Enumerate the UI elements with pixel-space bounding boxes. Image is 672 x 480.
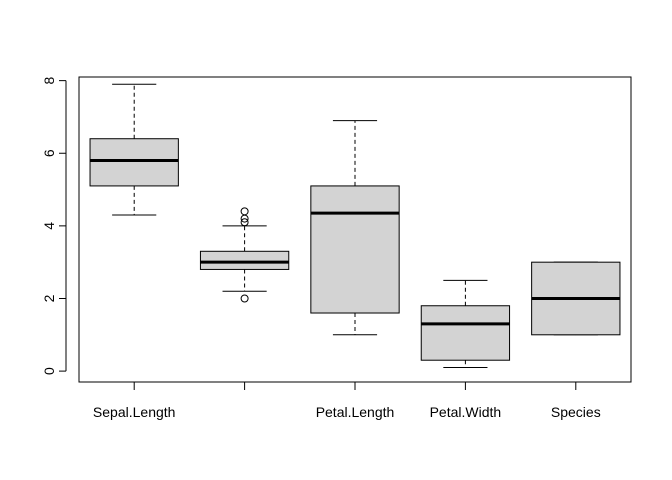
x-tick-label: Species	[551, 404, 601, 420]
y-tick-label: 0	[41, 367, 57, 375]
box-body	[420, 305, 511, 361]
boxes	[89, 83, 621, 368]
outlier-point	[240, 294, 249, 303]
y-axis: 0 2 4 6 8	[41, 77, 67, 375]
box-body	[310, 185, 400, 314]
y-tick-label: 2	[41, 294, 57, 302]
box-1	[89, 83, 179, 216]
box-body	[89, 138, 179, 187]
y-tick-label: 4	[41, 222, 57, 230]
x-tick-label: Petal.Length	[316, 404, 395, 420]
outlier-point	[240, 218, 249, 227]
x-tick-label: Sepal.Length	[93, 404, 176, 420]
outlier-point	[240, 207, 249, 216]
box-body	[199, 250, 290, 270]
box-2	[199, 207, 290, 303]
box-5	[531, 261, 621, 336]
x-tick-label: Petal.Width	[430, 404, 502, 420]
y-tick-label: 6	[41, 149, 57, 157]
y-tick-label: 8	[41, 77, 57, 85]
box-3	[310, 120, 400, 336]
x-axis: Sepal.Length Petal.Length Petal.Width Speci…	[93, 382, 601, 420]
box-4	[420, 279, 511, 368]
